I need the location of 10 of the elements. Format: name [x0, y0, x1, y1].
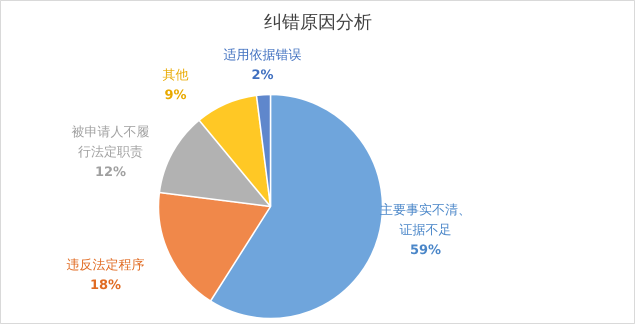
slice-label: 其他 [162, 68, 188, 83]
slice-label: 被申请人不履行法定职责 [72, 125, 150, 160]
chart-title: 纠错原因分析 [264, 12, 372, 33]
data-label: 2% [251, 68, 274, 83]
slice-label: 适用依据错误 [224, 48, 302, 63]
data-label: 18% [90, 278, 122, 293]
data-label: 59% [410, 243, 442, 258]
data-label: 12% [94, 165, 126, 180]
data-label: 9% [164, 88, 187, 103]
slice-label: 违反法定程序 [66, 257, 144, 273]
